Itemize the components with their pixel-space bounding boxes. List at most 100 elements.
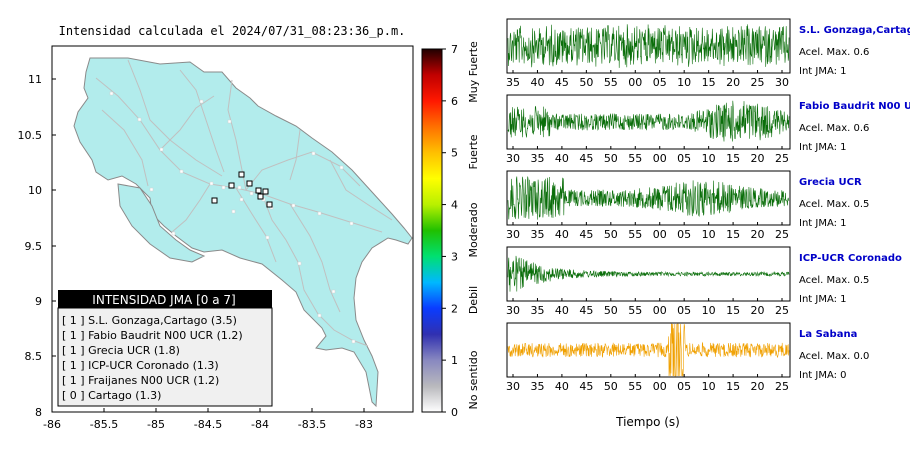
waveform-tick-label: 40	[555, 228, 569, 241]
x-tick-label: -83	[355, 418, 373, 431]
waveform-tick-label: 10	[702, 152, 716, 165]
waveform-tick-label: 10	[677, 76, 691, 89]
station-name: S.L. Gonzaga,Cartago	[799, 25, 910, 36]
waveform-tick-label: 00	[653, 152, 667, 165]
legend-body	[57, 307, 273, 407]
waveform-panel: 35 40 45 50 55 00 05 10 15 20 25 30 S.L. Gonzaga,Car…	[506, 18, 910, 89]
waveform-tick-label: 50	[604, 304, 618, 317]
colorbar-tick-label: 1	[451, 354, 458, 367]
legend-title: INTENSIDAD JMA [0 a 7]	[92, 293, 235, 307]
legend-item: [ 1 ] Grecia UCR (1.8)	[62, 344, 180, 357]
station-marker	[238, 171, 245, 178]
waveform-tick-label: 50	[579, 76, 593, 89]
waveform-tick-label: 20	[726, 76, 740, 89]
waveform-tick-label: 00	[653, 228, 667, 241]
waveform-tick-label: 25	[775, 152, 789, 165]
waveform-tick-label: 30	[506, 304, 520, 317]
waveform-tick-label: 45	[555, 76, 569, 89]
station-marker	[262, 188, 269, 195]
colorbar-tick-label: 4	[451, 199, 458, 212]
waveform-tick-label: 50	[604, 228, 618, 241]
colorbar-labels: No sentido Debil Moderado Fuerte Muy Fue…	[467, 41, 480, 410]
colorbar-tick-label: 3	[451, 250, 458, 263]
waveform-tick-label: 10	[702, 304, 716, 317]
waveform-tick-label: 20	[751, 152, 765, 165]
y-tick-label: 10	[28, 184, 42, 197]
waveform-panel: 30 35 40 45 50 55 00 05 10 15 20 25 La Sabana Acel. M…	[506, 322, 869, 393]
waveform-tick-label: 15	[726, 228, 740, 241]
station-name: Grecia UCR	[799, 177, 862, 188]
waveform-tick-label: 40	[555, 152, 569, 165]
waveform-tick-label: 00	[628, 76, 642, 89]
station-marker	[211, 197, 218, 204]
waveform-tick-label: 20	[751, 304, 765, 317]
y-tick-label: 8.5	[25, 350, 43, 363]
waveform-tick-label: 35	[506, 76, 520, 89]
waveform-tick-label: 35	[530, 152, 544, 165]
waveform-tick-label: 25	[751, 76, 765, 89]
x-tick-label: -84	[251, 418, 269, 431]
map-y-axis: 11 10.5 10 9.5 9 8.5 8	[18, 73, 43, 419]
y-tick-label: 9.5	[25, 240, 43, 253]
station-accel: Acel. Max. 0.5	[799, 199, 869, 210]
station-accel: Acel. Max. 0.6	[799, 47, 869, 58]
legend-header	[58, 290, 272, 308]
x-tick-label: -84.5	[194, 418, 222, 431]
waveform-panel: 30 35 40 45 50 55 00 05 10 15 20 25 Fabio Baudrit N0…	[506, 94, 910, 165]
waveform-tick-label: 20	[751, 380, 765, 393]
waveform-tick-label: 30	[506, 380, 520, 393]
colorbar-label: Fuerte	[467, 134, 480, 169]
nicoya-peninsula	[117, 183, 206, 263]
waveform-tick-label: 45	[579, 380, 593, 393]
colorbar-tick-label: 5	[451, 147, 458, 160]
x-tick-label: -86	[43, 418, 61, 431]
waveform-tick-label: 40	[530, 76, 544, 89]
colorbar-label: Muy Fuerte	[467, 41, 480, 103]
legend-item: [ 1 ] ICP-UCR Coronado (1.3)	[62, 359, 219, 372]
waveform-tick-label: 05	[677, 152, 691, 165]
waveform-tick-label: 55	[604, 76, 618, 89]
waveform-tick-label: 05	[677, 380, 691, 393]
station-jma: Int JMA: 1	[799, 66, 847, 77]
colorbar-tick-label: 7	[451, 43, 458, 56]
station-markers	[211, 171, 273, 208]
waveform-tick-label: 15	[726, 304, 740, 317]
waveform-tick-label: 05	[677, 228, 691, 241]
station-marker	[255, 187, 262, 194]
colorbar-tick-label: 2	[451, 302, 458, 315]
waveform-trace	[507, 100, 790, 142]
waveform-tick-label: 25	[775, 228, 789, 241]
waveform-tick-label: 10	[702, 380, 716, 393]
station-jma: Int JMA: 1	[799, 142, 847, 153]
station-jma: Int JMA: 0	[799, 370, 847, 381]
colorbar: 0 1 2 3 4 5 6 7 No sentido Debil Moderado Fuert…	[421, 41, 480, 419]
station-accel: Acel. Max. 0.6	[799, 123, 869, 134]
waveform-tick-label: 05	[653, 76, 667, 89]
waveform-tick-label: 55	[628, 380, 642, 393]
waveform-tick-label: 45	[579, 304, 593, 317]
x-tick-label: -85	[147, 418, 165, 431]
waveform-tick-label: 25	[775, 380, 789, 393]
waveform-tick-label: 35	[530, 380, 544, 393]
waveform-tick-label: 55	[628, 304, 642, 317]
waveform-tick-label: 45	[579, 228, 593, 241]
station-jma: Int JMA: 1	[799, 218, 847, 229]
y-tick-label: 11	[28, 73, 42, 86]
station-jma: Int JMA: 1	[799, 294, 847, 305]
colorbar-tick-label: 0	[451, 406, 458, 419]
station-accel: Acel. Max. 0.5	[799, 275, 869, 286]
waveform-tick-label: 50	[604, 380, 618, 393]
colorbar-label: Moderado	[467, 202, 480, 257]
waveform-tick-label: 30	[506, 152, 520, 165]
waveform-tick-label: 40	[555, 380, 569, 393]
waveform-frame	[506, 246, 791, 302]
waveform-trace	[507, 255, 790, 292]
x-tick-label: -85.5	[90, 418, 118, 431]
waveform-tick-label: 05	[677, 304, 691, 317]
road-network	[95, 59, 393, 347]
station-marker	[257, 193, 264, 200]
waveform-panel: 30 35 40 45 50 55 00 05 10 15 20 25 ICP-UCR Coronado…	[506, 246, 902, 317]
waveform-tick-label: 15	[726, 380, 740, 393]
colorbar-label: Debil	[467, 286, 480, 314]
